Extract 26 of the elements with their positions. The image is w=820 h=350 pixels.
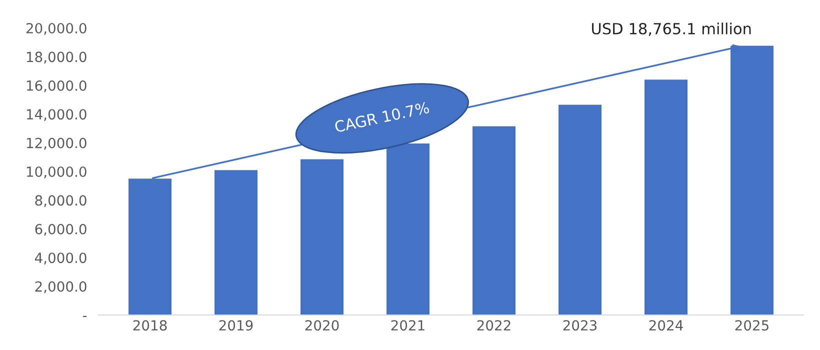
y-tick-label: 20,000.0 [26, 22, 86, 35]
y-tick-label: 16,000.0 [26, 80, 86, 92]
y-tick-label: 8,000.0 [35, 195, 86, 208]
annotation: CAGR 10.7% [334, 102, 430, 133]
y-tick-label: 2,000.0 [35, 281, 86, 294]
y-tick-label: 10,000.0 [26, 166, 86, 178]
bar [214, 170, 258, 315]
y-tick-label: 12,000.0 [26, 138, 86, 150]
bar [558, 104, 602, 315]
y-tick-label: 6,000.0 [35, 224, 86, 236]
y-tick-label: 18,000.0 [26, 52, 86, 64]
y-tick-label: 4,000.0 [34, 252, 86, 264]
x-tick-label: 2020 [305, 320, 339, 331]
annotation: USD 18,765.1 million [592, 22, 751, 36]
x-tick-label: 2019 [219, 320, 253, 331]
x-tick-label: 2025 [735, 320, 768, 331]
y-tick-label: - [82, 316, 87, 318]
x-tick-label: 2021 [391, 320, 424, 331]
x-tick-label: 2018 [133, 320, 167, 331]
bar [300, 159, 344, 315]
y-tick-label: 14,000.0 [26, 109, 86, 121]
x-tick-label: 2023 [563, 320, 597, 331]
bar [644, 80, 688, 315]
x-tick-label: 2024 [649, 320, 683, 331]
bar [472, 126, 516, 315]
x-tick-label: 2022 [477, 320, 510, 331]
